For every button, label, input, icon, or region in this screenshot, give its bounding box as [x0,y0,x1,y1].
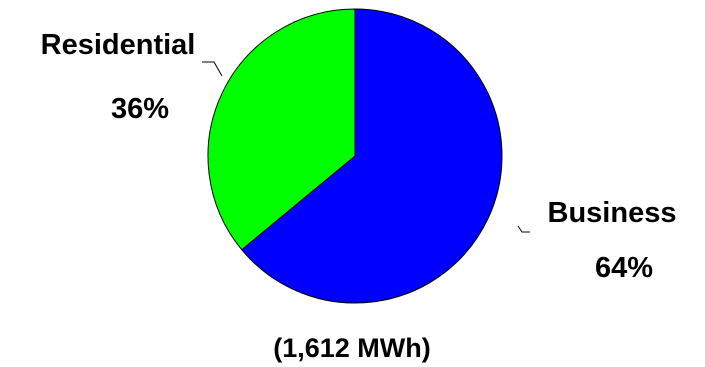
pie-slice-business [241,8,503,304]
slice-label-residential: Residential [41,29,196,61]
slice-value-residential: 36% [111,93,169,125]
pie-slices [207,8,503,304]
leader-line-business [517,225,530,233]
slice-value-business: 64% [595,252,653,284]
total-annotation: (1,612 MWh) [273,333,431,363]
pie-slice-residential [207,8,356,251]
slice-label-business: Business [548,197,677,229]
leader-line-residential [202,61,223,77]
